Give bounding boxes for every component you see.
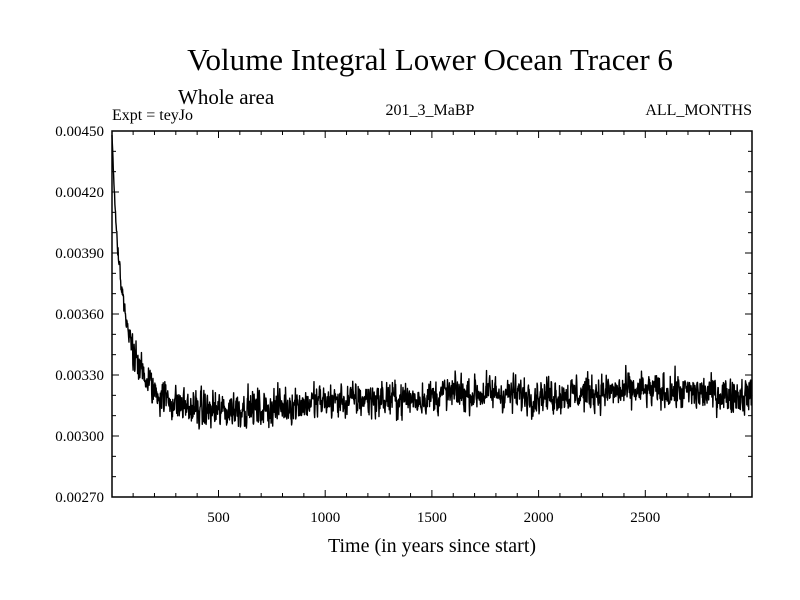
plot-frame (111, 130, 753, 498)
chart-subtitle: Whole area (178, 85, 275, 109)
y-tick-label: 0.00420 (55, 185, 104, 201)
x-axis-label: Time (in years since start) (328, 535, 536, 557)
y-tick-label: 0.00450 (55, 124, 104, 140)
y-tick-label: 0.00360 (55, 307, 104, 323)
x-tick-label: 2000 (524, 510, 554, 526)
y-tick-label: 0.00300 (55, 429, 104, 445)
axis-ticks: 500 1000 1500 2000 2500 0.00270 0.00300 0.00330… (55, 124, 752, 526)
period-label: 201_3_MaBP (386, 102, 475, 119)
x-tick-label: 1000 (310, 510, 340, 526)
x-tick-label: 2500 (630, 510, 660, 526)
y-tick-label: 0.00330 (55, 368, 104, 384)
y-tick-label: 0.00390 (55, 246, 104, 262)
series-layer (111, 135, 753, 430)
y-tick-label: 0.00270 (55, 490, 104, 506)
x-tick-label: 1500 (417, 510, 447, 526)
experiment-label: Expt = teyJo (112, 107, 193, 124)
months-label: ALL_MONTHS (645, 102, 752, 119)
series-line (111, 135, 753, 430)
x-tick-label: 500 (207, 510, 230, 526)
chart-title: Volume Integral Lower Ocean Tracer 6 (187, 42, 673, 77)
